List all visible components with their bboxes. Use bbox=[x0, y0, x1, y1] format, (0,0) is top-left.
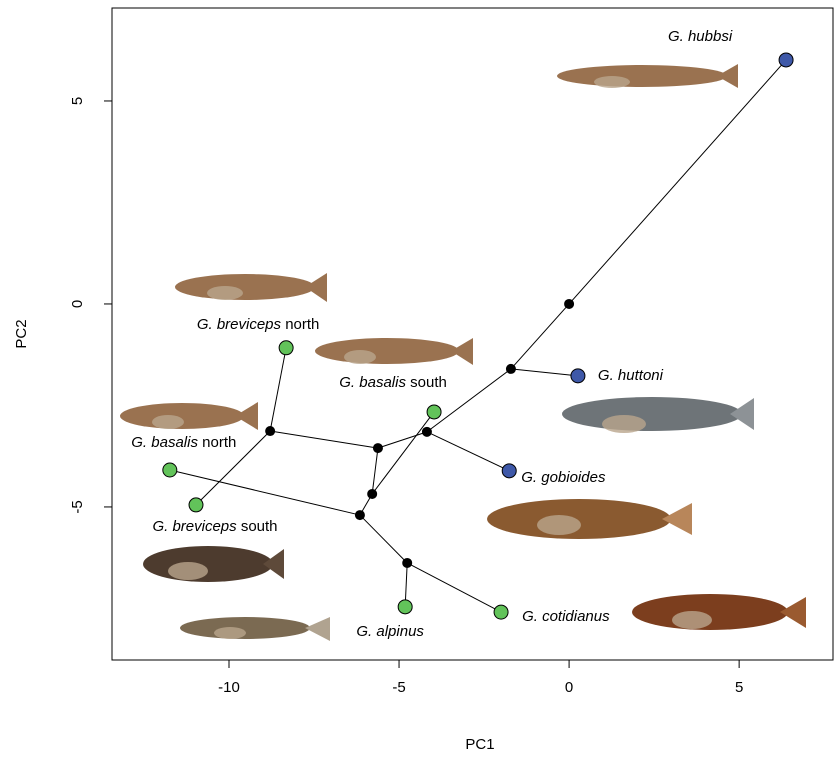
y-tick-label: -5 bbox=[69, 500, 86, 513]
tip-point bbox=[779, 53, 793, 67]
point-label: G. alpinus bbox=[356, 623, 424, 640]
chart: PC1 PC2 -10 -5 0 5 5 0 -5 G. hubbsi G. huttoni G.… bbox=[0, 0, 834, 765]
tip-point bbox=[189, 498, 203, 512]
point-label: G. breviceps north bbox=[197, 316, 320, 333]
population-qualifier: north bbox=[285, 316, 319, 333]
x-tick-label: -10 bbox=[218, 679, 240, 696]
node-point bbox=[422, 427, 431, 436]
species-name: G. gobioides bbox=[521, 469, 606, 486]
tree-edge bbox=[378, 432, 427, 448]
node-point bbox=[565, 299, 574, 308]
species-name: G. huttoni bbox=[598, 367, 664, 384]
fish-images bbox=[120, 64, 806, 641]
species-name: G. alpinus bbox=[356, 623, 424, 640]
tree-edge bbox=[372, 412, 434, 494]
point-label: G. breviceps south bbox=[152, 518, 277, 535]
node-point bbox=[403, 558, 412, 567]
species-name: G. basalis bbox=[339, 374, 406, 391]
y-tick-label: 0 bbox=[69, 300, 86, 308]
tree-edge bbox=[270, 348, 286, 431]
tip-point bbox=[398, 600, 412, 614]
y-axis-label: PC2 bbox=[13, 319, 30, 348]
point-label: G. gobioides bbox=[521, 469, 606, 486]
node-point bbox=[373, 444, 382, 453]
species-name: G. hubbsi bbox=[668, 28, 733, 45]
population-qualifier: south bbox=[241, 518, 278, 535]
tree-edge bbox=[511, 304, 569, 369]
tip-point bbox=[494, 605, 508, 619]
node-point bbox=[355, 511, 364, 520]
tree-edge bbox=[407, 563, 501, 612]
population-qualifier: south bbox=[410, 374, 447, 391]
tree-edge bbox=[270, 431, 378, 448]
species-name: G. breviceps bbox=[197, 316, 282, 333]
species-name: G. basalis bbox=[131, 434, 198, 451]
tip-point bbox=[163, 463, 177, 477]
point-label: G. huttoni bbox=[598, 367, 664, 384]
point-label: G. cotidianus bbox=[522, 608, 610, 625]
species-name: G. cotidianus bbox=[522, 608, 610, 625]
point-label: G. basalis north bbox=[131, 434, 236, 451]
species-name: G. breviceps bbox=[152, 518, 237, 535]
y-tick-label: 5 bbox=[69, 97, 86, 105]
x-tick-label: 0 bbox=[565, 679, 573, 696]
node-point bbox=[266, 427, 275, 436]
tree-edge bbox=[360, 515, 407, 563]
tip-point bbox=[279, 341, 293, 355]
x-tick-label: -5 bbox=[392, 679, 405, 696]
tree-edge bbox=[511, 369, 578, 376]
x-axis-label: PC1 bbox=[465, 736, 494, 753]
point-label: G. hubbsi bbox=[668, 28, 733, 45]
tip-point bbox=[502, 464, 516, 478]
tip-point bbox=[571, 369, 585, 383]
x-tick-label: 5 bbox=[735, 679, 743, 696]
tree-edge bbox=[569, 60, 786, 304]
node-point bbox=[506, 364, 515, 373]
population-qualifier: north bbox=[202, 434, 236, 451]
point-label: G. basalis south bbox=[339, 374, 447, 391]
node-point bbox=[368, 489, 377, 498]
tip-point bbox=[427, 405, 441, 419]
tree-edge bbox=[427, 432, 509, 471]
